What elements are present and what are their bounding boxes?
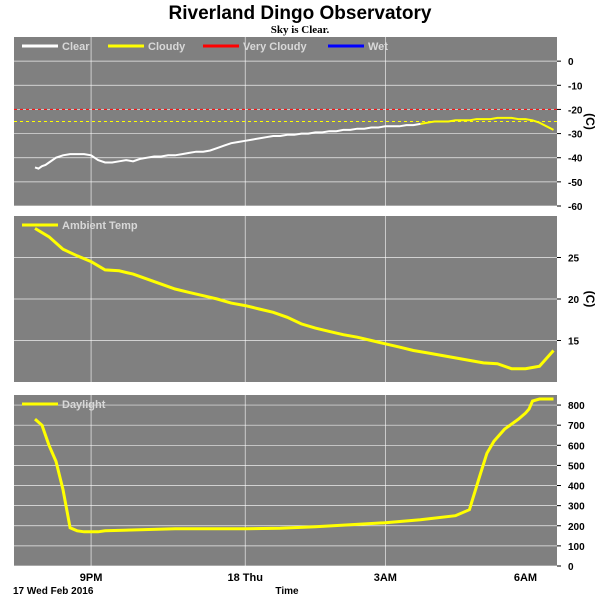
y-tick-label: 600: [568, 441, 585, 452]
panels: 0 -10 -20 -30 -40 -50 -60 Clear Cloudy Very Cloud…: [14, 37, 597, 573]
y-tick-label: 500: [568, 461, 585, 472]
panel-daylight: 0 100 200 300 400 500 600 700 800 Daylight: [14, 395, 585, 573]
y-tick-label: -60: [568, 202, 583, 213]
legend-label: Ambient Temp: [62, 220, 138, 232]
y-tick-label: 0: [568, 57, 574, 68]
x-tick-label: 9PM: [80, 572, 103, 584]
y-tick-label: 700: [568, 421, 585, 432]
chart-subtitle: Sky is Clear.: [271, 24, 330, 36]
y-tick-label: 200: [568, 522, 585, 533]
y-unit-label: (C): [583, 291, 597, 308]
y-tick-label: 400: [568, 482, 585, 493]
y-tick-label: 25: [568, 254, 580, 265]
series-cloudy: [420, 116, 554, 131]
legend-label: Clear: [62, 41, 90, 53]
x-tick-label: 18 Thu: [227, 572, 262, 584]
panel-ambient-temperature: 15 20 25 Ambient Temp (C): [14, 216, 597, 382]
legend-label: Very Cloudy: [243, 41, 307, 53]
y-unit-label: (C): [583, 113, 597, 130]
chart-title: Riverland Dingo Observatory: [169, 3, 432, 24]
y-tick-label: 15: [568, 337, 580, 348]
y-tick-label: -50: [568, 178, 583, 189]
y-tick-label: 20: [568, 295, 580, 306]
legend-label: Wet: [368, 41, 388, 53]
y-tick-label: -30: [568, 130, 583, 141]
series-clear: [34, 122, 421, 170]
y-tick-label: -10: [568, 81, 583, 92]
footer-time-label: Time: [275, 586, 299, 597]
series-ambient-temperature: [34, 227, 555, 371]
y-tick-label: 800: [568, 401, 585, 412]
x-tick-label: 6AM: [514, 572, 537, 584]
y-tick-label: -40: [568, 154, 583, 165]
y-tick-label: -20: [568, 105, 583, 116]
legend-label: Cloudy: [148, 41, 186, 53]
series-daylight: [34, 397, 554, 534]
footer-date: 17 Wed Feb 2016: [13, 586, 94, 597]
x-tick-label: 3AM: [374, 572, 397, 584]
y-tick-label: 300: [568, 502, 585, 513]
x-axis: 9PM 18 Thu 3AM 6AM: [80, 572, 537, 584]
legend-label: Daylight: [62, 399, 106, 411]
plot-area: [14, 395, 557, 566]
y-tick-label: 0: [568, 562, 574, 573]
panel-sky-temperature: 0 -10 -20 -30 -40 -50 -60 Clear Cloudy Very Cloud…: [14, 37, 597, 213]
y-tick-label: 100: [568, 542, 585, 553]
